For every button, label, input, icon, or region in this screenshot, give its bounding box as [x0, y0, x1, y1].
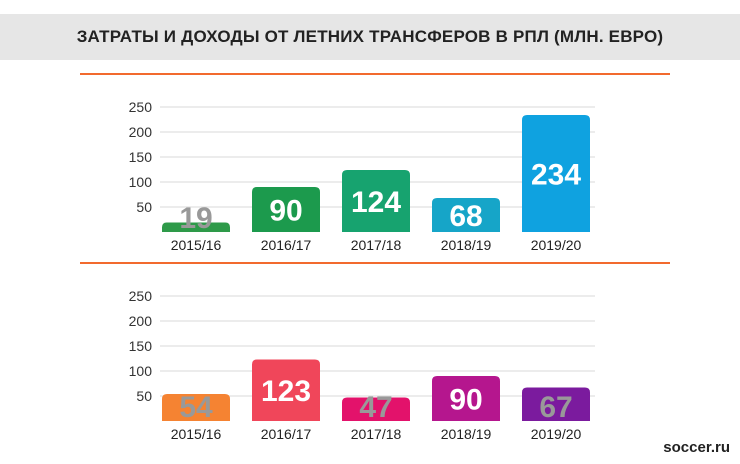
y-tick-label: 100	[129, 174, 153, 190]
x-tick-label: 2017/18	[351, 237, 402, 253]
y-tick-label: 200	[129, 124, 153, 140]
source-label: soccer.ru	[663, 439, 730, 456]
bar-value-label: 67	[539, 391, 572, 424]
x-tick-label: 2017/18	[351, 426, 402, 442]
title-bar: ЗАТРАТЫ И ДОХОДЫ ОТ ЛЕТНИХ ТРАНСФЕРОВ В …	[0, 14, 740, 60]
x-tick-label: 2015/16	[171, 426, 222, 442]
bar	[252, 359, 320, 421]
y-tick-label: 150	[129, 149, 153, 165]
chart-title: ЗАТРАТЫ И ДОХОДЫ ОТ ЛЕТНИХ ТРАНСФЕРОВ В …	[76, 27, 664, 46]
x-tick-label: 2015/16	[171, 237, 222, 253]
x-tick-label: 2019/20	[531, 426, 582, 442]
x-tick-label: 2016/17	[261, 237, 312, 253]
x-tick-label: 2018/19	[441, 426, 492, 442]
bar-value-label: 234	[531, 158, 581, 191]
y-tick-label: 250	[129, 99, 153, 115]
bar	[432, 198, 500, 232]
bar-value-label: 124	[351, 186, 401, 219]
bar	[162, 394, 230, 421]
bar	[252, 187, 320, 232]
bar	[162, 222, 230, 232]
y-tick-label: 50	[136, 199, 152, 215]
x-tick-label: 2019/20	[531, 237, 582, 253]
bar-value-label: 90	[449, 383, 482, 416]
y-tick-label: 200	[129, 313, 153, 329]
bar-value-label: 47	[359, 391, 392, 424]
y-tick-label: 250	[129, 288, 153, 304]
x-tick-label: 2018/19	[441, 237, 492, 253]
y-tick-label: 150	[129, 338, 153, 354]
bar-value-label: 68	[449, 200, 482, 233]
y-tick-label: 50	[136, 388, 152, 404]
bar-value-label: 54	[179, 391, 213, 424]
bar-value-label: 90	[269, 194, 302, 227]
income-chart: 50 100 150 200 250 54 2015/16 123 2016/17 47 2017/…	[129, 288, 595, 442]
x-tick-label: 2016/17	[261, 426, 312, 442]
bar	[432, 376, 500, 421]
bar	[522, 387, 590, 421]
spending-chart: 50 100 150 200 250 19 2015/16 90 2016/17 124 2017/…	[129, 99, 595, 253]
bar	[342, 170, 410, 232]
bar	[342, 397, 410, 421]
bar-value-label: 123	[261, 375, 311, 408]
bar-value-label: 19	[179, 202, 212, 235]
bar	[522, 115, 590, 232]
y-tick-label: 100	[129, 363, 153, 379]
